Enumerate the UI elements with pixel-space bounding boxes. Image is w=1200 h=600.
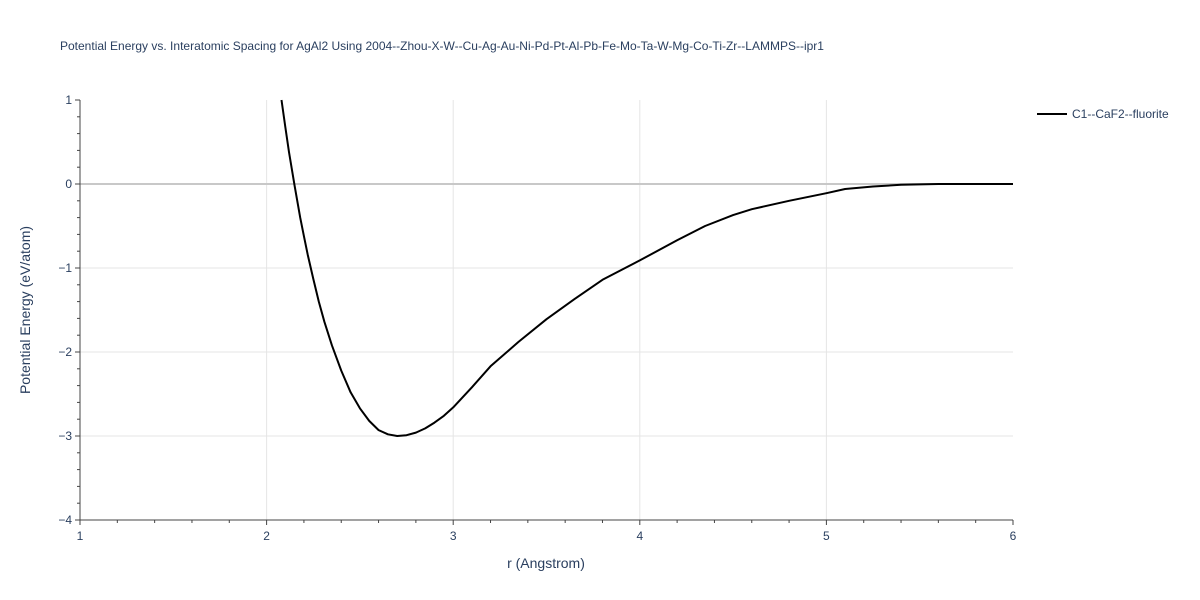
y-tick-label: −2 bbox=[58, 345, 72, 359]
x-tick-label: 6 bbox=[1010, 529, 1017, 543]
legend-label: C1--CaF2--fluorite bbox=[1072, 107, 1169, 121]
y-tick-label: −4 bbox=[58, 513, 72, 527]
series-layer bbox=[280, 99, 1014, 437]
x-tick-label: 4 bbox=[636, 529, 643, 543]
x-tick-label: 2 bbox=[263, 529, 270, 543]
series-line[interactable] bbox=[280, 99, 1014, 437]
legend[interactable]: C1--CaF2--fluorite bbox=[1037, 107, 1169, 121]
x-tick-label: 5 bbox=[823, 529, 830, 543]
axes-layer: 1 2 3 4 5 6 1 0 −1 −2 −3 −4 bbox=[58, 93, 1016, 543]
grid-layer bbox=[80, 100, 1013, 520]
x-tick-label: 1 bbox=[77, 529, 84, 543]
y-tick-label: 0 bbox=[65, 177, 72, 191]
y-axis-title: Potential Energy (eV/atom) bbox=[17, 226, 33, 394]
y-tick-label: −3 bbox=[58, 429, 72, 443]
y-tick-label: 1 bbox=[65, 93, 72, 107]
x-tick-label: 3 bbox=[450, 529, 457, 543]
chart-title: Potential Energy vs. Interatomic Spacing… bbox=[60, 39, 824, 53]
y-tick-label: −1 bbox=[58, 261, 72, 275]
x-axis-title: r (Angstrom) bbox=[507, 555, 585, 571]
